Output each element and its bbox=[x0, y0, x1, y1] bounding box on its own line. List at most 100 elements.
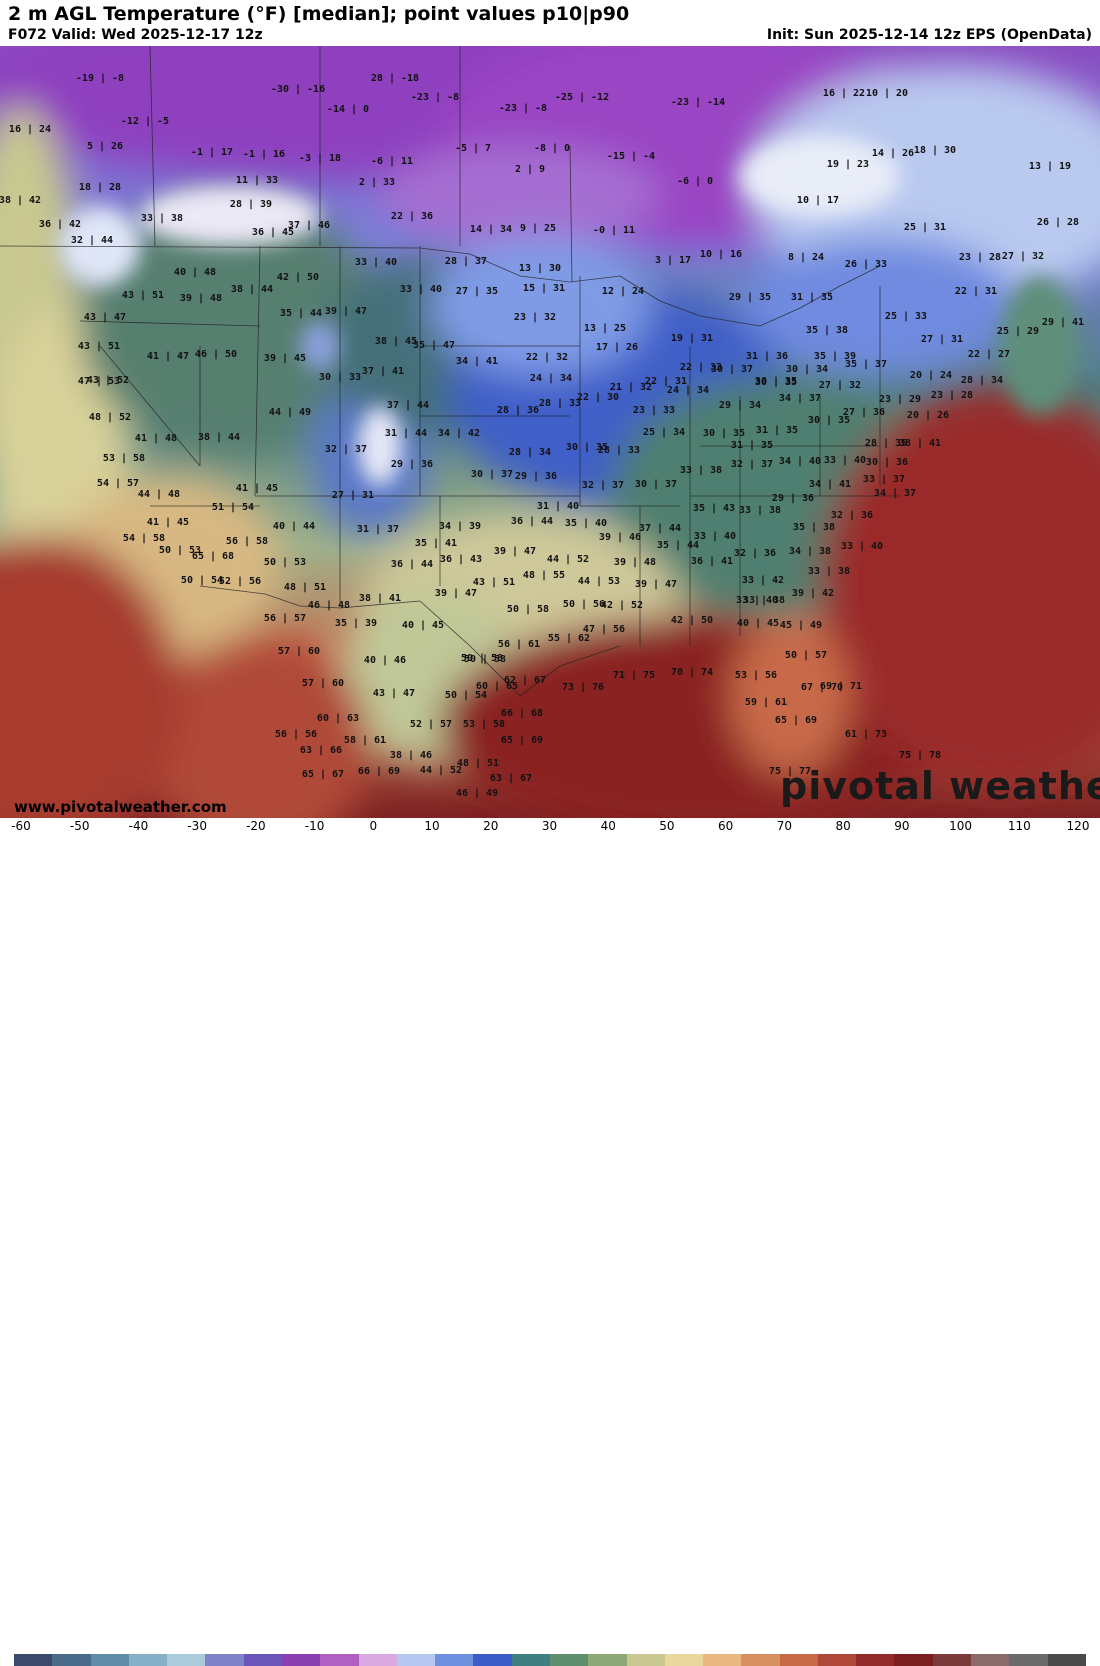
point-value: 8 | 24 bbox=[788, 252, 824, 263]
scale-tick-label: 50 bbox=[659, 819, 675, 833]
point-value: 36 | 44 bbox=[511, 516, 553, 527]
point-value: 63 | 66 bbox=[300, 745, 342, 756]
color-bar-swatch bbox=[128, 1654, 168, 1666]
point-value: 63 | 67 bbox=[490, 773, 532, 784]
color-bar-swatch bbox=[205, 1654, 244, 1666]
point-value: 60 | 65 bbox=[476, 681, 518, 692]
point-value: 41 | 45 bbox=[147, 517, 189, 528]
point-value: 50 | 53 bbox=[159, 545, 201, 556]
point-value: 30 | 37 bbox=[711, 364, 753, 375]
point-value: 50 | 58 bbox=[507, 604, 549, 615]
point-value: 36 | 43 bbox=[440, 554, 482, 565]
point-value: 35 | 44 bbox=[280, 308, 322, 319]
point-value: -1 | 16 bbox=[243, 149, 285, 160]
point-value: 41 | 48 bbox=[135, 433, 177, 444]
point-value: 57 | 60 bbox=[302, 678, 344, 689]
point-value: 33 | 40 bbox=[824, 455, 866, 466]
point-value: 38 | 42 bbox=[0, 195, 41, 206]
point-value: 27 | 31 bbox=[921, 334, 963, 345]
point-value: 33 | 38 bbox=[680, 465, 722, 476]
point-value: 48 | 55 bbox=[523, 570, 565, 581]
point-value: 46 | 49 bbox=[456, 788, 498, 799]
point-value: 29 | 36 bbox=[772, 493, 814, 504]
point-value: 39 | 42 bbox=[792, 588, 834, 599]
color-bar-swatch bbox=[281, 1654, 321, 1666]
point-value: 33 | 38 bbox=[141, 213, 183, 224]
color-bar-swatch bbox=[473, 1654, 512, 1666]
point-value: 35 | 38 bbox=[806, 325, 848, 336]
scale-tick-label: 110 bbox=[1007, 819, 1031, 833]
point-value: 46 | 50 bbox=[195, 349, 237, 360]
point-value: 36 | 45 bbox=[252, 227, 294, 238]
point-value: 23 | 28 bbox=[959, 252, 1001, 263]
point-value: 56 | 58 bbox=[226, 536, 268, 547]
point-value: 39 | 45 bbox=[264, 353, 306, 364]
point-value: 62 | 67 bbox=[504, 675, 546, 686]
point-value: 23 | 28 bbox=[931, 390, 973, 401]
point-value: 48 | 51 bbox=[284, 582, 326, 593]
point-value: 28 | 37 bbox=[445, 256, 487, 267]
point-value: 28 | 39 bbox=[230, 199, 272, 210]
point-value: 38 | 41 bbox=[359, 593, 401, 604]
point-value: 55 | 62 bbox=[548, 633, 590, 644]
point-value: 25 | 29 bbox=[997, 326, 1039, 337]
point-value: 30 | 36 bbox=[866, 457, 908, 468]
point-value: 32 | 36 bbox=[831, 510, 873, 521]
point-value: 35 | 44 bbox=[657, 540, 699, 551]
point-value: 29 | 36 bbox=[391, 459, 433, 470]
scale-tick-label: -10 bbox=[304, 819, 325, 833]
scale-tick-label: -60 bbox=[11, 819, 31, 833]
point-value: 38 | 46 bbox=[390, 750, 432, 761]
point-value: -5 | 7 bbox=[455, 143, 491, 154]
point-value: 42 | 50 bbox=[671, 615, 713, 626]
point-value: -23 | -8 bbox=[411, 92, 459, 103]
point-value: 31 | 44 bbox=[385, 428, 427, 439]
point-value: 22 | 36 bbox=[391, 211, 433, 222]
point-value: 35 | 38 bbox=[793, 522, 835, 533]
point-value: 44 | 48 bbox=[138, 489, 180, 500]
point-value: 10 | 17 bbox=[797, 195, 839, 206]
point-value: 40 | 45 bbox=[402, 620, 444, 631]
temperature-map[interactable]: -19 | -8 16 | 24 5 | 26 18 | 28 38 | 42 36 | … bbox=[0, 46, 1100, 818]
point-value: 56 | 61 bbox=[498, 639, 540, 650]
point-value: -19 | -8 bbox=[76, 73, 124, 84]
point-value: 35 | 40 bbox=[565, 518, 607, 529]
scale-tick-label: -40 bbox=[128, 819, 149, 833]
point-value: 34 | 42 bbox=[438, 428, 480, 439]
point-value: 3 | 17 bbox=[655, 255, 691, 266]
point-value: 25 | 33 bbox=[885, 311, 927, 322]
point-value: 30 | 35 bbox=[566, 442, 608, 453]
point-value: 58 | 61 bbox=[344, 735, 386, 746]
point-value: 40 | 44 bbox=[273, 521, 315, 532]
point-value: 5 | 26 bbox=[87, 141, 123, 152]
point-value: -6 | 0 bbox=[677, 176, 713, 187]
point-value: 34 | 37 bbox=[874, 488, 916, 499]
point-value: -23 | -14 bbox=[671, 97, 725, 108]
map-svg: -19 | -8 16 | 24 5 | 26 18 | 28 38 | 42 36 | … bbox=[0, 46, 1100, 818]
point-value: 27 | 31 bbox=[332, 490, 374, 501]
point-value: 65 | 68 bbox=[192, 551, 234, 562]
point-value: 39 | 47 bbox=[325, 306, 367, 317]
point-value: 70 | 74 bbox=[671, 667, 713, 678]
point-value: 39 | 46 bbox=[599, 532, 641, 543]
color-bar-swatch bbox=[549, 1654, 589, 1666]
scale-tick-label: 40 bbox=[600, 819, 616, 833]
init-time: Init: Sun 2025-12-14 12z EPS (OpenData) bbox=[766, 27, 1092, 43]
point-value: 32 | 36 bbox=[734, 548, 776, 559]
point-value: -1 | 17 bbox=[191, 147, 233, 158]
color-bar-swatch bbox=[435, 1654, 474, 1666]
color-bar-swatch bbox=[932, 1654, 972, 1666]
header: 2 m AGL Temperature (°F) [median]; point… bbox=[0, 0, 1100, 46]
scale-tick-label: -50 bbox=[69, 819, 90, 833]
point-value: 57 | 60 bbox=[278, 646, 320, 657]
point-value: 52 | 57 bbox=[410, 719, 452, 730]
point-value: 54 | 57 bbox=[97, 478, 139, 489]
point-value: 65 | 69 bbox=[775, 715, 817, 726]
scale-tick-label: 90 bbox=[894, 819, 910, 833]
point-value: 22 | 31 bbox=[645, 376, 687, 387]
point-value: 28 | -18 bbox=[371, 73, 419, 84]
point-value: 34 | 38 bbox=[789, 546, 831, 557]
point-value: 44 | 53 bbox=[578, 576, 620, 587]
point-value: 31 | 35 bbox=[731, 440, 773, 451]
point-value: 60 | 63 bbox=[317, 713, 359, 724]
